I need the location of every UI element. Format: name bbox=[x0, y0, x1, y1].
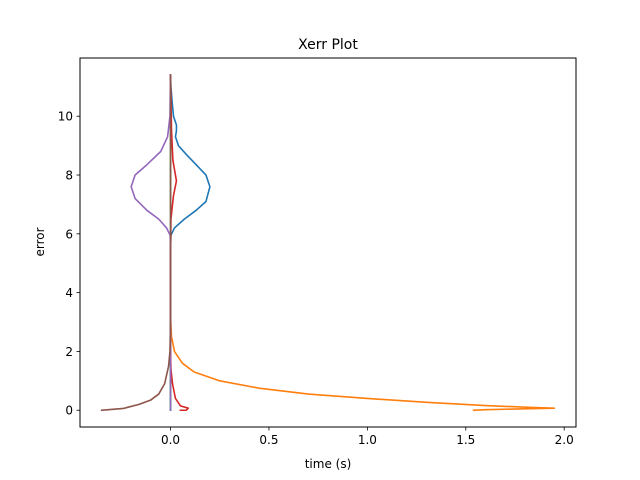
y-tick-label: 4 bbox=[65, 286, 73, 300]
x-tick-label: 0.0 bbox=[161, 433, 180, 447]
series-line-5 bbox=[130, 74, 172, 412]
y-axis-ticks: 0 2 4 6 8 10 bbox=[58, 110, 80, 418]
series-line-2 bbox=[169, 315, 556, 412]
y-tick-label: 2 bbox=[65, 345, 73, 359]
plot-area bbox=[100, 74, 556, 412]
x-tick-label: 0.5 bbox=[259, 433, 278, 447]
x-axis-label: time (s) bbox=[305, 457, 352, 471]
x-axis-ticks: 0.0 0.5 1.0 1.5 2.0 bbox=[161, 427, 574, 447]
axes-frame bbox=[79, 57, 577, 428]
y-axis-label: error bbox=[33, 227, 47, 256]
series-line-6 bbox=[100, 74, 172, 412]
y-tick-label: 10 bbox=[58, 110, 73, 124]
y-tick-label: 8 bbox=[65, 169, 73, 183]
y-tick-label: 0 bbox=[65, 404, 73, 418]
chart-title: Xerr Plot bbox=[298, 37, 358, 53]
x-tick-label: 1.0 bbox=[358, 433, 377, 447]
y-tick-label: 6 bbox=[65, 227, 73, 241]
x-tick-label: 2.0 bbox=[555, 433, 574, 447]
x-tick-label: 1.5 bbox=[456, 433, 475, 447]
